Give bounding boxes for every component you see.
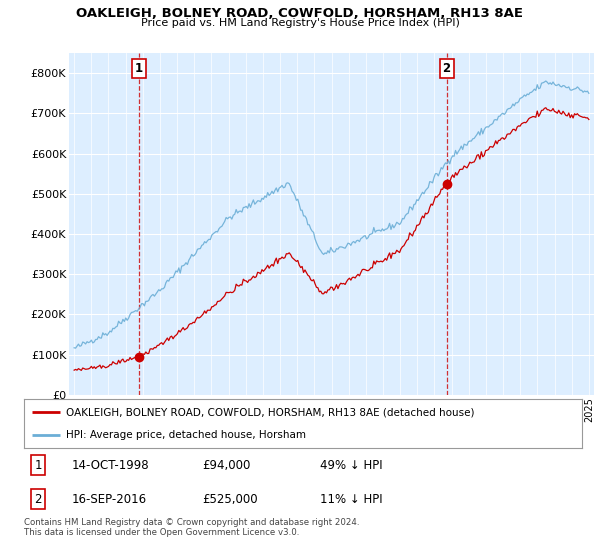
Text: Contains HM Land Registry data © Crown copyright and database right 2024.
This d: Contains HM Land Registry data © Crown c… (24, 518, 359, 538)
Text: £525,000: £525,000 (203, 493, 258, 506)
Text: OAKLEIGH, BOLNEY ROAD, COWFOLD, HORSHAM, RH13 8AE (detached house): OAKLEIGH, BOLNEY ROAD, COWFOLD, HORSHAM,… (66, 407, 475, 417)
Text: 11% ↓ HPI: 11% ↓ HPI (320, 493, 382, 506)
Text: OAKLEIGH, BOLNEY ROAD, COWFOLD, HORSHAM, RH13 8AE: OAKLEIGH, BOLNEY ROAD, COWFOLD, HORSHAM,… (77, 7, 523, 20)
Text: £94,000: £94,000 (203, 459, 251, 472)
Text: 49% ↓ HPI: 49% ↓ HPI (320, 459, 382, 472)
Text: 1: 1 (34, 459, 42, 472)
Text: 2: 2 (34, 493, 42, 506)
Text: Price paid vs. HM Land Registry's House Price Index (HPI): Price paid vs. HM Land Registry's House … (140, 18, 460, 29)
Text: 2: 2 (443, 62, 451, 74)
Text: 1: 1 (135, 62, 143, 74)
Text: HPI: Average price, detached house, Horsham: HPI: Average price, detached house, Hors… (66, 430, 306, 440)
Text: 14-OCT-1998: 14-OCT-1998 (71, 459, 149, 472)
Text: 16-SEP-2016: 16-SEP-2016 (71, 493, 146, 506)
